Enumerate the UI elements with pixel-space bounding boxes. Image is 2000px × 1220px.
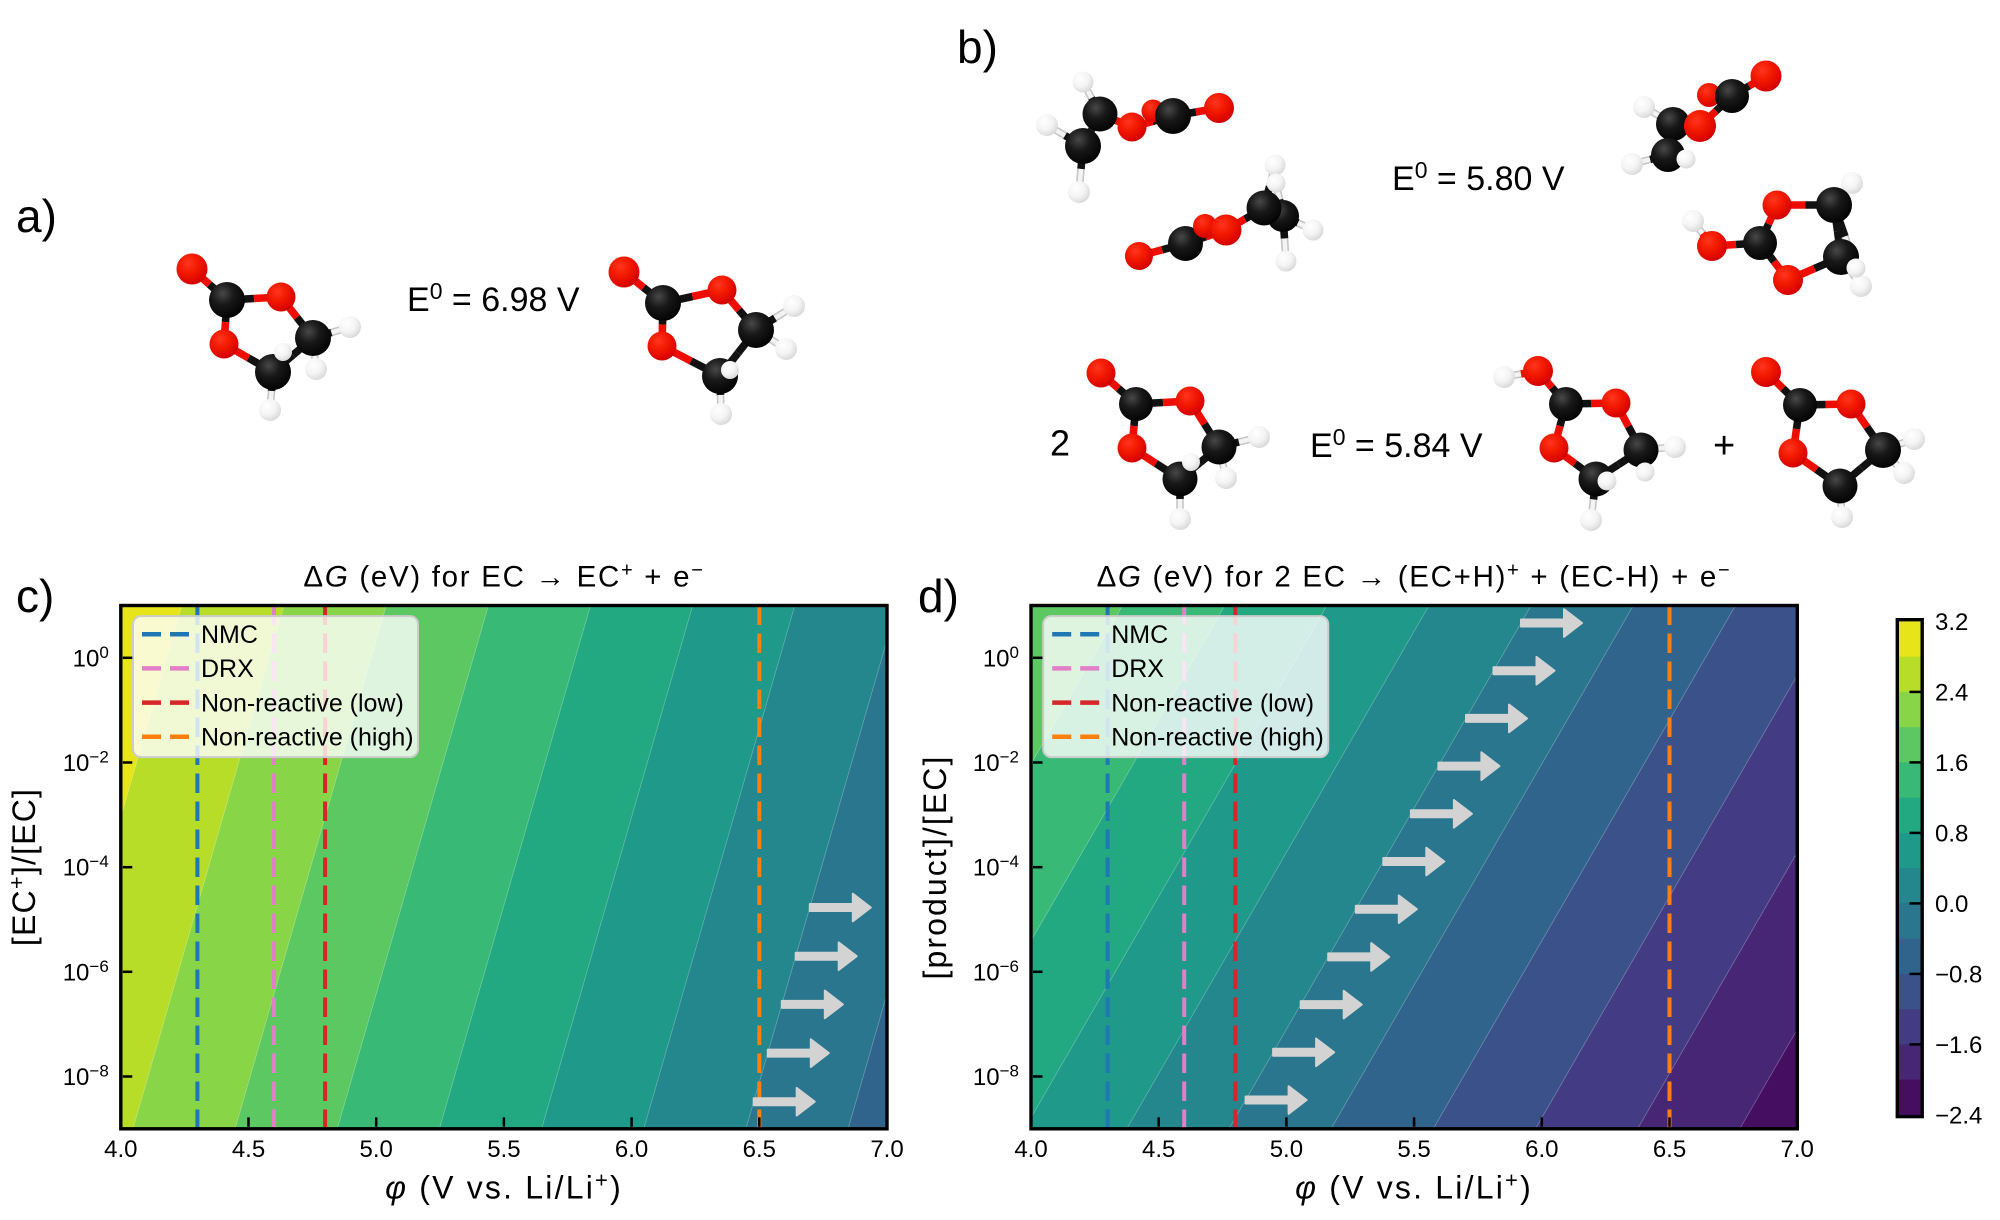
svg-text:4.5: 4.5 xyxy=(232,1136,265,1163)
svg-text:2.4: 2.4 xyxy=(1935,680,1968,707)
svg-text:−2.4: −2.4 xyxy=(1935,1103,1982,1130)
svg-text:5.0: 5.0 xyxy=(1270,1136,1303,1163)
svg-text:b): b) xyxy=(957,21,998,73)
svg-text:φ (V vs. Li/Li+): φ (V vs. Li/Li+) xyxy=(385,1168,623,1206)
svg-text:ΔG (eV) for 2 EC → (EC+H)+ + (: ΔG (eV) for 2 EC → (EC+H)+ + (EC-H) + e− xyxy=(1097,560,1732,594)
svg-text:ΔG (eV) for EC → EC+ + e−: ΔG (eV) for EC → EC+ + e− xyxy=(303,560,704,594)
svg-text:5.5: 5.5 xyxy=(487,1136,520,1163)
svg-text:−0.8: −0.8 xyxy=(1935,962,1982,989)
svg-text:E0 = 5.84 V: E0 = 5.84 V xyxy=(1310,424,1483,465)
svg-text:2: 2 xyxy=(1050,423,1070,464)
svg-text:c): c) xyxy=(16,570,54,622)
svg-text:Non-reactive (high): Non-reactive (high) xyxy=(1111,724,1324,752)
svg-text:NMC: NMC xyxy=(1111,621,1168,649)
svg-text:Non-reactive (low): Non-reactive (low) xyxy=(1111,689,1314,717)
svg-text:1.6: 1.6 xyxy=(1935,750,1968,777)
svg-text:7.0: 7.0 xyxy=(870,1136,903,1163)
svg-text:7.0: 7.0 xyxy=(1781,1136,1814,1163)
svg-text:[EC+]/[EC]: [EC+]/[EC] xyxy=(4,788,42,946)
svg-text:6.5: 6.5 xyxy=(743,1136,776,1163)
svg-text:6.5: 6.5 xyxy=(1653,1136,1686,1163)
svg-text:φ (V vs. Li/Li+): φ (V vs. Li/Li+) xyxy=(1295,1168,1533,1206)
svg-text:6.0: 6.0 xyxy=(1525,1136,1558,1163)
svg-text:Non-reactive (high): Non-reactive (high) xyxy=(201,724,414,752)
svg-text:6.0: 6.0 xyxy=(615,1136,648,1163)
svg-text:d): d) xyxy=(918,570,959,622)
svg-text:+: + xyxy=(1713,425,1735,467)
svg-text:0.0: 0.0 xyxy=(1935,891,1968,918)
svg-text:[product]/[EC]: [product]/[EC] xyxy=(917,754,953,979)
svg-text:NMC: NMC xyxy=(201,621,258,649)
svg-text:Non-reactive (low): Non-reactive (low) xyxy=(201,689,404,717)
svg-text:0.8: 0.8 xyxy=(1935,821,1968,848)
svg-text:4.0: 4.0 xyxy=(104,1136,137,1163)
svg-text:DRX: DRX xyxy=(201,655,254,683)
svg-text:5.0: 5.0 xyxy=(360,1136,393,1163)
svg-text:3.2: 3.2 xyxy=(1935,609,1968,636)
svg-text:4.5: 4.5 xyxy=(1142,1136,1175,1163)
svg-text:DRX: DRX xyxy=(1111,655,1164,683)
svg-text:5.5: 5.5 xyxy=(1397,1136,1430,1163)
svg-text:−1.6: −1.6 xyxy=(1935,1032,1982,1059)
svg-text:4.0: 4.0 xyxy=(1014,1136,1047,1163)
svg-text:a): a) xyxy=(16,190,57,242)
